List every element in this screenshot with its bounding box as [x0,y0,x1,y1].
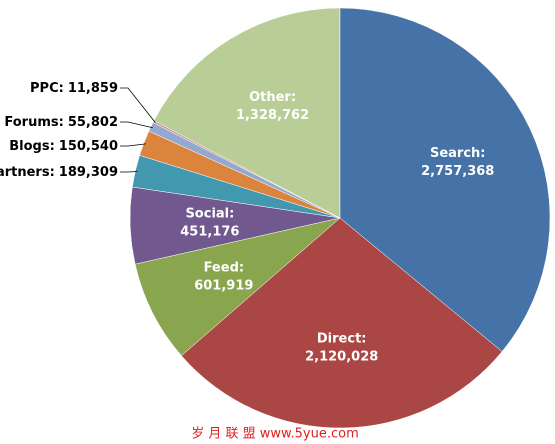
watermark: 岁 月 联 盟 www.5yue.com [191,427,358,442]
category-label: Partners: [0,165,55,180]
category-label: Direct: [317,332,367,347]
leader-line [120,121,153,129]
category-label: PPC: [30,81,64,96]
category-label: Other: [249,90,296,105]
leader-line [120,87,156,123]
slice-label: Partners: 189,309 [0,165,118,180]
value-label: 1,328,762 [236,108,309,123]
value-label: 601,919 [194,278,253,293]
value-label: 2,757,368 [421,164,494,179]
category-label: Blogs: [9,139,55,154]
pie-slice [153,7,341,219]
pie-slice [181,217,503,429]
labels: Search: 2,757,368 Direct: 2,120,028 Feed: 601… [0,81,494,365]
slice-label: Blogs: 150,540 [9,139,118,154]
value-label: 55,802 [68,115,118,130]
category-label: Social: [185,206,234,221]
value-label: 150,540 [59,139,118,154]
value-label: 2,120,028 [305,350,378,365]
category-label: Feed: [204,260,245,275]
category-label: Search: [430,146,486,161]
pie-slice [134,217,341,357]
slice-label: Forums: 55,802 [4,115,118,130]
slice-label: PPC: 11,859 [30,81,118,96]
pie-slice [339,7,551,352]
value-label: 189,309 [59,165,118,180]
value-label: 451,176 [180,224,239,239]
leader-line [120,143,146,147]
value-label: 11,859 [68,81,118,96]
category-label: Forums: [4,115,63,130]
